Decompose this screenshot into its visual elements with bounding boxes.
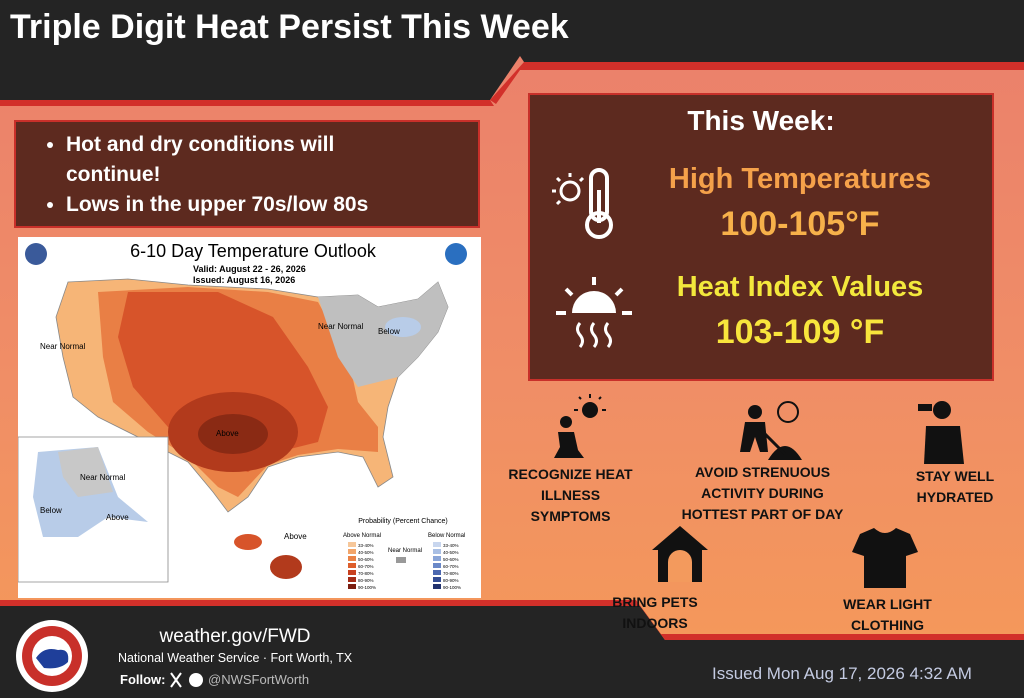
heat-index-icon — [556, 277, 632, 348]
this-week-box: This Week: High Temperatures 100-105°F H… — [528, 93, 994, 381]
footer-handle[interactable]: @NWSFortWorth — [208, 672, 310, 687]
legend-swatch — [433, 556, 441, 561]
legend-swatch — [348, 542, 356, 547]
legend-range: 90-100% — [443, 585, 461, 590]
legend-range: 60-70% — [358, 564, 374, 569]
item-label: High Temperatures — [668, 163, 932, 195]
legend-swatch — [433, 577, 441, 582]
nws-logo — [16, 620, 88, 692]
legend-title: Probability (Percent Chance) — [358, 518, 448, 525]
legend-swatch — [433, 584, 441, 589]
legend-swatch — [348, 563, 356, 568]
legend-swatch — [433, 563, 441, 568]
legend-range: 40-50% — [358, 550, 374, 555]
map-label: Near Normal — [318, 322, 364, 331]
tip-label: STAY WELL HYDRATED — [915, 468, 995, 505]
legend-range: 50-60% — [443, 557, 459, 562]
map-label: Near Normal — [80, 473, 126, 482]
legend-swatch — [348, 577, 356, 582]
legend-range: 80-90% — [443, 578, 459, 583]
legend-swatch — [433, 542, 441, 547]
legend-swatch — [348, 549, 356, 554]
item-value: 103-109 °F — [715, 313, 885, 351]
footer-url[interactable]: weather.gov/FWD — [159, 626, 311, 647]
bullet-box: Hot and dry conditions will continue! Lo… — [14, 120, 480, 228]
bullet-list: Hot and dry conditions will continue! Lo… — [16, 130, 396, 220]
tip-label: BRING PETS INDOORS — [612, 594, 698, 631]
sun-thermometer-icon — [552, 168, 613, 239]
legend-range: 90-100% — [358, 585, 376, 590]
tip-label: WEAR LIGHT CLOTHING — [843, 596, 932, 633]
title: Triple Digit Heat Persist This Week — [10, 8, 569, 46]
legend-swatch — [348, 570, 356, 575]
legend-swatch — [396, 557, 406, 563]
social-icons — [170, 672, 203, 688]
legend-range: 40-50% — [443, 550, 459, 555]
tip-icons — [554, 394, 964, 588]
bullet: Hot and dry conditions will continue! — [66, 130, 396, 190]
map-valid: Valid: August 22 - 26, 2026 — [193, 264, 306, 274]
outlook-map: 6-10 Day Temperature Outlook Valid: Augu… — [18, 237, 481, 598]
map-label: Near Normal — [40, 342, 86, 351]
bullet: Lows in the upper 70s/low 80s — [66, 190, 396, 220]
legend-range: 33-40% — [358, 543, 374, 548]
legend-range: 70-80% — [358, 571, 374, 576]
map-label: Above — [284, 532, 307, 541]
footer-follow: Follow: — [120, 672, 166, 687]
legend-above: Above Normal — [343, 533, 381, 539]
legend-swatch — [433, 549, 441, 554]
map-label: Above — [106, 513, 129, 522]
item-label: Heat Index Values — [676, 271, 924, 303]
map-issued: Issued: August 16, 2026 — [193, 275, 295, 285]
item-value: 100-105°F — [720, 205, 880, 243]
issued: Issued Mon Aug 17, 2026 4:32 AM — [712, 664, 972, 683]
legend-range: 70-80% — [443, 571, 459, 576]
heading: This Week: — [687, 105, 835, 136]
footer-org: National Weather Service · Fort Worth, T… — [117, 651, 353, 665]
legend-swatch — [433, 570, 441, 575]
legend-range: 50-60% — [358, 557, 374, 562]
legend-swatch — [348, 584, 356, 589]
legend-swatch — [348, 556, 356, 561]
legend-range: 60-70% — [443, 564, 459, 569]
map-label: Above — [216, 429, 239, 438]
legend-range: 80-90% — [358, 578, 374, 583]
map-label: Below — [40, 506, 62, 515]
legend-below: Below Normal — [428, 533, 465, 539]
tip-label: AVOID STRENUOUS ACTIVITY DURING HOTTEST … — [681, 464, 844, 522]
map-label: Below — [378, 327, 400, 336]
map-title: 6-10 Day Temperature Outlook — [130, 241, 377, 261]
legend-near: Near Normal — [388, 548, 422, 554]
tip-label: RECOGNIZE HEAT ILLNESS SYMPTOMS — [508, 466, 633, 524]
legend-range: 33-40% — [443, 543, 459, 548]
